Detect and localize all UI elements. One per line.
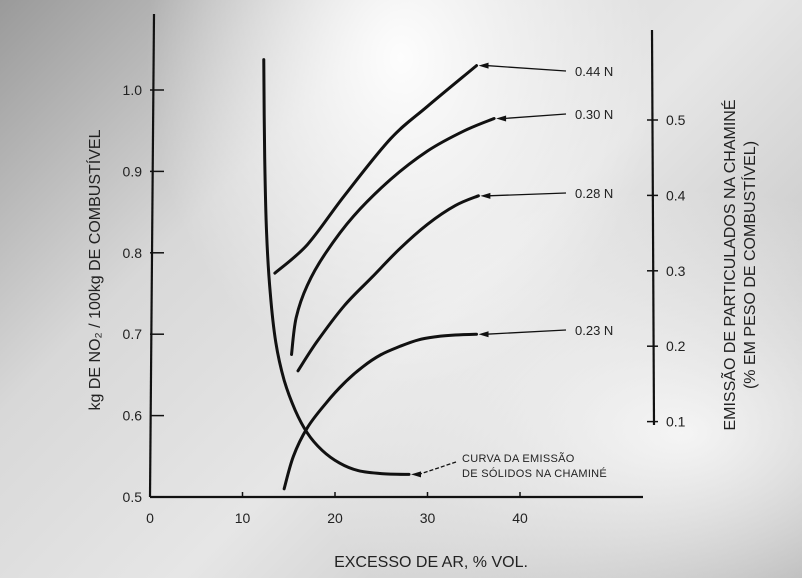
y-axis-right-title-line2: (% EM PESO DE COMBUSTÍVEL) [740, 141, 759, 389]
y-left-tick-label: 0.8 [123, 245, 143, 261]
series-label-0-28-n: 0.28 N [575, 186, 613, 201]
y-left-tick-label: 0.6 [123, 408, 143, 424]
x-tick-label: 20 [327, 510, 343, 526]
y-axis-left-title: kg DE NO₂ / 100kg DE COMBUSTÍVEL [85, 129, 104, 410]
y-axis-right-title-line1: EMISSÃO DE PARTICULADOS NA CHAMINÉ [719, 99, 739, 430]
series-line-solids-emission [264, 60, 409, 475]
series-arrowhead-0-44-n [479, 63, 489, 69]
series-arrowhead-0-28-n [480, 193, 490, 199]
x-axis-title: EXCESSO DE AR, % VOL. [334, 554, 528, 571]
annotation-pointer [419, 462, 456, 474]
y-left-tick-label: 0.9 [123, 163, 143, 179]
series-arrowhead-0-23-n [479, 331, 489, 337]
series-pointer-0-28-n [488, 193, 566, 196]
x-tick-label: 10 [235, 510, 251, 526]
y-left-tick-label: 1.0 [123, 82, 143, 98]
x-tick-label: 0 [146, 510, 154, 526]
x-tick-label: 30 [420, 510, 436, 526]
y-left-tick-label: 0.7 [123, 326, 143, 342]
y-axis-left-line [150, 14, 154, 497]
y-right-tick-label: 0.4 [666, 187, 686, 203]
annotation-line2: DE SÓLIDOS NA CHAMINÉ [462, 467, 607, 480]
series-arrowhead-0-30-n [496, 115, 506, 121]
series-pointer-0-30-n [504, 114, 566, 118]
x-tick-label: 40 [512, 510, 528, 526]
series-line-0-44-n [275, 66, 477, 274]
series-pointer-0-23-n [487, 330, 566, 334]
series-label-0-44-n: 0.44 N [575, 64, 613, 79]
annotation-line1: CURVA DA EMISSÃO [462, 452, 575, 465]
y-right-tick-label: 0.1 [666, 414, 686, 430]
y-left-tick-label: 0.5 [123, 489, 143, 505]
y-right-tick-label: 0.5 [666, 112, 686, 128]
axes-group: 0 10 20 30 40 0.5 0.6 0.7 0.8 0.9 1.0 0.1 0.2 0.3 0.4 0… [123, 14, 686, 526]
series-label-0-30-n: 0.30 N [575, 107, 613, 122]
series-line-0-30-n [292, 119, 495, 355]
series-line-0-23-n [284, 334, 476, 489]
y-right-tick-label: 0.3 [666, 263, 686, 279]
y-right-tick-label: 0.2 [666, 338, 686, 354]
labels-group: EXCESSO DE AR, % VOL. kg DE NO₂ / 100kg … [85, 64, 759, 571]
series-label-0-23-n: 0.23 N [575, 323, 613, 338]
series-pointer-0-44-n [487, 66, 566, 71]
curves-group [264, 60, 566, 489]
annotation-arrowhead [411, 471, 421, 477]
y-axis-right-line [652, 30, 654, 425]
